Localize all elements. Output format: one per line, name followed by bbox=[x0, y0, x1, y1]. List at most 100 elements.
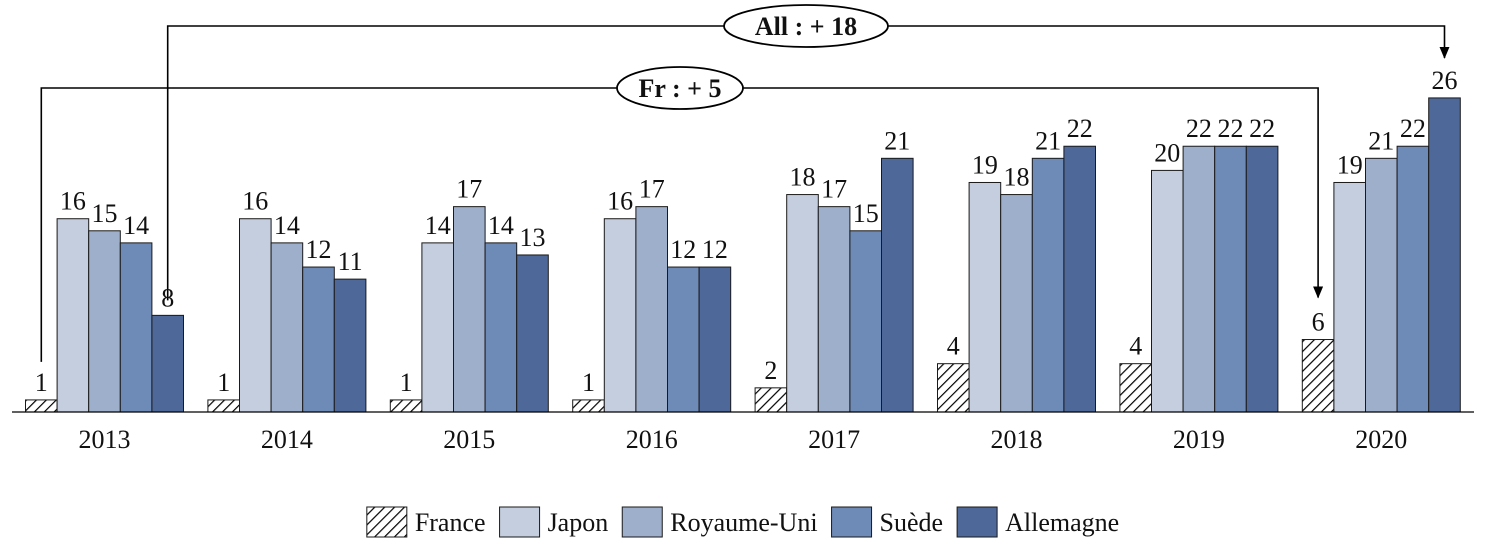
x-axis: 2013 2014 2015 2016 2017 2018 2019 2020 bbox=[12, 411, 1474, 454]
data-label-france-2016: 1 bbox=[582, 368, 595, 397]
data-label-royaume-uni-2017: 17 bbox=[821, 175, 847, 204]
legend-label-japon: Japon bbox=[548, 508, 609, 537]
data-label-allemagne-2020: 26 bbox=[1432, 66, 1458, 95]
data-label-japon-2020: 19 bbox=[1337, 150, 1363, 179]
x-tick-label-2018: 2018 bbox=[991, 425, 1043, 454]
annotations: All : + 18 Fr : + 5 bbox=[40, 4, 1450, 362]
data-label-france-2013: 1 bbox=[35, 368, 48, 397]
bar-france-2016 bbox=[572, 399, 605, 413]
bar-france-2017 bbox=[754, 387, 788, 413]
bar-japon-2017 bbox=[786, 194, 819, 413]
data-label-japon-2014: 16 bbox=[242, 187, 268, 216]
data-label-suede-2015: 14 bbox=[488, 211, 514, 240]
legend-item-royaume-uni: Royaume-Uni bbox=[621, 506, 818, 538]
bar-royaume-uni-2015 bbox=[453, 206, 486, 413]
bar-japon-2019 bbox=[1151, 169, 1184, 413]
data-label-japon-2019: 20 bbox=[1154, 138, 1180, 167]
legend-item-allemagne: Allemagne bbox=[956, 506, 1119, 538]
data-label-japon-2013: 16 bbox=[60, 187, 86, 216]
bar-suede-2020 bbox=[1396, 145, 1430, 413]
legend-item-suede: Suède bbox=[831, 506, 944, 538]
bar-suede-2014 bbox=[302, 266, 335, 413]
x-tick-label-2017: 2017 bbox=[808, 425, 860, 454]
legend-label-suede: Suède bbox=[880, 508, 944, 537]
bar-suede-2019 bbox=[1214, 145, 1247, 413]
legend-label-france: France bbox=[415, 508, 486, 537]
bar-suede-2016 bbox=[667, 266, 700, 413]
data-label-japon-2018: 19 bbox=[972, 150, 998, 179]
x-tick-label-2016: 2016 bbox=[626, 425, 678, 454]
annotation-all-18-bubble bbox=[723, 4, 889, 48]
data-label-suede-2019: 22 bbox=[1218, 114, 1244, 143]
data-label-allemagne-2014: 11 bbox=[338, 247, 363, 276]
data-label-suede-2013: 14 bbox=[123, 211, 149, 240]
data-label-allemagne-2017: 21 bbox=[884, 126, 910, 155]
bar-france-2013 bbox=[25, 399, 58, 413]
bar-allemagne-2015 bbox=[516, 254, 549, 413]
bar-royaume-uni-2016 bbox=[635, 206, 669, 413]
annotation-fr-5-bubble bbox=[616, 66, 744, 110]
legend-swatch-japon bbox=[499, 506, 541, 538]
bar-royaume-uni-2018 bbox=[1000, 194, 1033, 413]
x-tick-label-2020: 2020 bbox=[1355, 425, 1407, 454]
bar-france-2019 bbox=[1119, 363, 1153, 413]
bar-japon-2015 bbox=[421, 242, 454, 413]
data-label-royaume-uni-2016: 17 bbox=[639, 175, 665, 204]
data-label-japon-2016: 16 bbox=[607, 187, 633, 216]
legend-swatch-royaume-uni bbox=[621, 506, 663, 538]
data-label-france-2020: 6 bbox=[1312, 308, 1325, 337]
data-label-japon-2015: 14 bbox=[425, 211, 451, 240]
data-label-france-2019: 4 bbox=[1129, 332, 1142, 361]
x-tick-label-2019: 2019 bbox=[1173, 425, 1225, 454]
bar-allemagne-2013 bbox=[151, 314, 184, 413]
legend-swatch-france bbox=[366, 506, 408, 538]
annotation-fr-5-label: Fr : + 5 bbox=[639, 74, 722, 103]
bar-royaume-uni-2019 bbox=[1182, 145, 1216, 413]
bars bbox=[25, 97, 1461, 413]
bar-france-2014 bbox=[207, 399, 240, 413]
data-label-royaume-uni-2019: 22 bbox=[1186, 114, 1212, 143]
data-label-royaume-uni-2018: 18 bbox=[1004, 163, 1030, 192]
bar-japon-2016 bbox=[603, 218, 637, 413]
data-label-royaume-uni-2020: 21 bbox=[1368, 126, 1394, 155]
bar-royaume-uni-2017 bbox=[817, 206, 851, 413]
data-label-france-2014: 1 bbox=[217, 368, 230, 397]
data-label-suede-2014: 12 bbox=[306, 235, 332, 264]
data-label-france-2017: 2 bbox=[764, 356, 777, 385]
legend-item-france: France bbox=[366, 506, 486, 538]
x-tick-label-2013: 2013 bbox=[79, 425, 131, 454]
annotation-all-18-label: All : + 18 bbox=[755, 12, 857, 41]
bar-allemagne-2020 bbox=[1428, 97, 1461, 413]
bar-allemagne-2016 bbox=[698, 266, 732, 413]
bar-suede-2018 bbox=[1031, 157, 1065, 413]
data-label-allemagne-2013: 8 bbox=[161, 283, 174, 312]
bar-france-2020 bbox=[1301, 339, 1335, 413]
bar-japon-2013 bbox=[56, 218, 90, 413]
bar-france-2015 bbox=[389, 399, 423, 413]
data-label-royaume-uni-2014: 14 bbox=[274, 211, 300, 240]
bar-suede-2017 bbox=[849, 230, 883, 413]
legend-swatch-suede bbox=[831, 506, 873, 538]
data-label-france-2015: 1 bbox=[400, 368, 413, 397]
legend-label-allemagne: Allemagne bbox=[1005, 508, 1119, 537]
bar-royaume-uni-2013 bbox=[88, 230, 121, 413]
bar-allemagne-2018 bbox=[1063, 145, 1097, 413]
bar-allemagne-2017 bbox=[881, 157, 914, 413]
data-label-royaume-uni-2015: 17 bbox=[456, 175, 482, 204]
data-label-suede-2018: 21 bbox=[1035, 126, 1061, 155]
data-label-royaume-uni-2013: 15 bbox=[92, 199, 118, 228]
bar-royaume-uni-2020 bbox=[1365, 157, 1398, 413]
bar-suede-2015 bbox=[484, 242, 518, 413]
legend-item-japon: Japon bbox=[499, 506, 609, 538]
data-label-suede-2016: 12 bbox=[670, 235, 696, 264]
data-label-suede-2017: 15 bbox=[853, 199, 879, 228]
data-label-allemagne-2019: 22 bbox=[1249, 114, 1275, 143]
x-tick-label-2014: 2014 bbox=[261, 425, 313, 454]
data-label-suede-2020: 22 bbox=[1400, 114, 1426, 143]
data-label-allemagne-2018: 22 bbox=[1067, 114, 1093, 143]
legend-label-royaume-uni: Royaume-Uni bbox=[670, 508, 817, 537]
bar-japon-2014 bbox=[239, 218, 272, 413]
bar-japon-2018 bbox=[968, 181, 1002, 413]
